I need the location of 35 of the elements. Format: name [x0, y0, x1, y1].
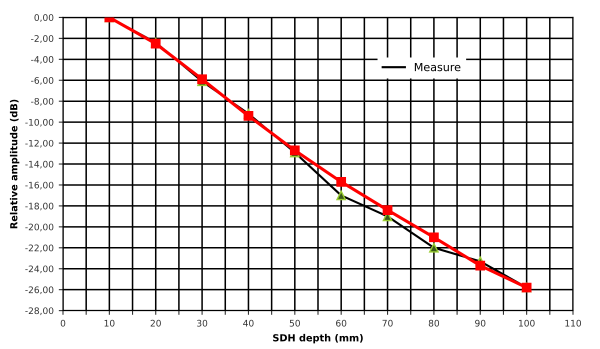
x-tick-label: 20 — [150, 320, 161, 327]
x-tick-label: 50 — [290, 320, 300, 327]
point — [336, 176, 346, 187]
y-axis-title: Relative amplitude (dB) — [10, 100, 20, 228]
y-tick-label: -8,00 — [31, 98, 54, 106]
x-tick-label: 0 — [60, 320, 66, 327]
point — [244, 111, 254, 121]
x-tick-label: 100 — [519, 320, 535, 327]
y-tick-label: -28,00 — [25, 307, 54, 316]
y-tick-label: -2,00 — [31, 35, 54, 43]
y-tick-label: -22,00 — [25, 244, 54, 252]
x-tick-label: 110 — [565, 320, 582, 327]
point — [429, 232, 439, 242]
x-tick-label: 10 — [104, 320, 115, 327]
x-tick-label: 90 — [475, 320, 486, 327]
x-tick-label: 80 — [428, 320, 440, 327]
legend-label: Measure — [414, 62, 460, 72]
y-tick-label: -4,00 — [31, 56, 54, 64]
point — [382, 205, 392, 215]
y-tick-label: -10,00 — [25, 118, 54, 127]
x-tick-label: 40 — [243, 320, 254, 327]
y-tick-label: -16,00 — [25, 182, 54, 190]
y-tick-label: -14,00 — [25, 160, 54, 169]
x-tick-label: 30 — [197, 320, 208, 327]
x-tick-label: 70 — [382, 320, 393, 327]
y-tick-label: -12,00 — [25, 140, 54, 148]
point — [475, 260, 486, 270]
y-tick-label: -6,00 — [31, 77, 54, 85]
y-tick-label: -24,00 — [25, 265, 54, 274]
y-tick-label: -20,00 — [25, 224, 54, 232]
x-axis-title: SDH depth (mm) — [273, 334, 363, 344]
y-tick-label: 0,00 — [34, 14, 54, 22]
x-tick-label: 60 — [336, 320, 346, 327]
y-tick-label: -18,00 — [25, 202, 54, 210]
y-tick-label: -26,00 — [25, 286, 54, 294]
